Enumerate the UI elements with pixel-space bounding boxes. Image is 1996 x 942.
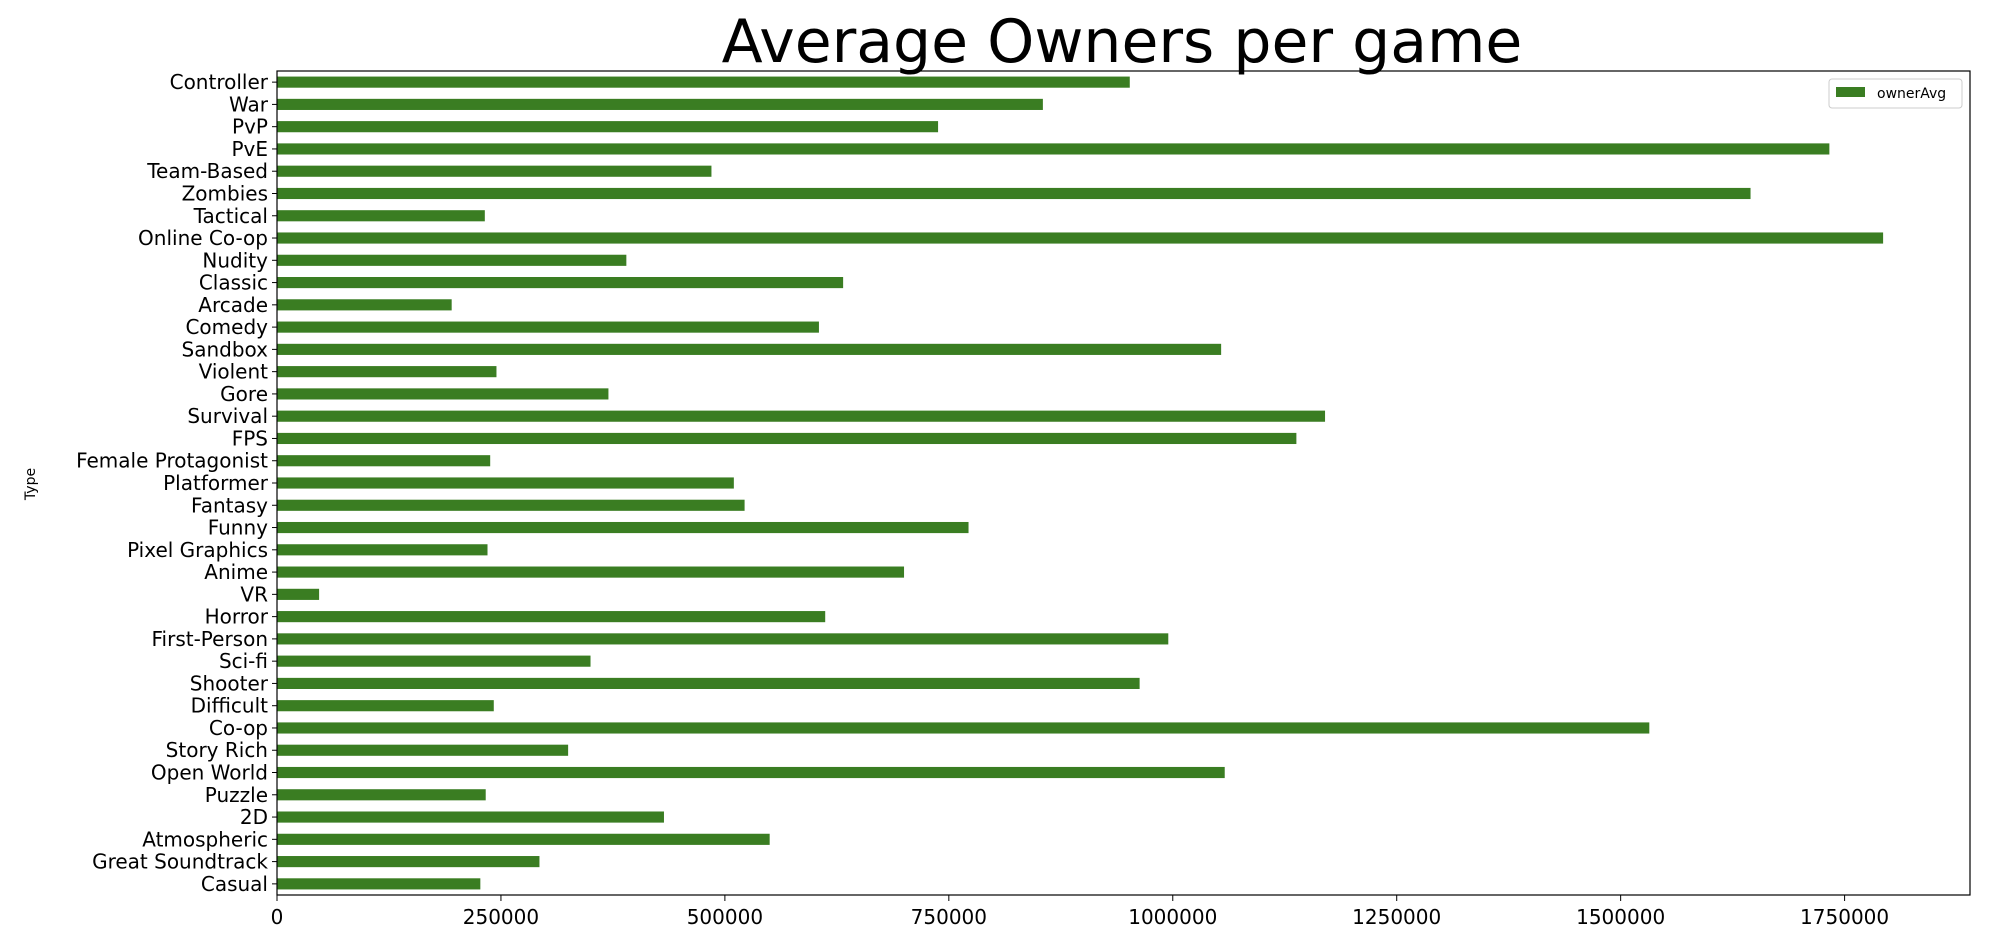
y-tick-label: Horror (205, 605, 269, 629)
y-tick-label: Female Protagonist (76, 449, 268, 473)
y-tick-label: Gore (220, 382, 268, 406)
y-tick-label: Violent (199, 360, 269, 384)
y-tick-label: Funny (208, 516, 268, 540)
y-tick-label: War (229, 92, 269, 116)
bar-story-rich (277, 744, 569, 756)
bar-anime (277, 566, 905, 578)
y-tick-label: Fantasy (191, 493, 268, 517)
y-tick-label: First-Person (151, 627, 268, 651)
y-tick-label: Tactical (193, 204, 268, 228)
x-tick-label: 0 (271, 905, 284, 929)
bar-shooter (277, 677, 1140, 689)
bar-platformer (277, 477, 734, 489)
y-tick-label: Co-op (209, 716, 268, 740)
chart-title: Average Owners per game (722, 7, 1523, 77)
bar-fantasy (277, 499, 745, 511)
bar-tactical (277, 210, 485, 222)
bar-violent (277, 366, 497, 378)
bar-controller (277, 76, 1130, 88)
bar-first-person (277, 633, 1169, 645)
bar-funny (277, 521, 969, 534)
y-tick-label: Online Co-op (138, 226, 268, 250)
y-tick-label: Arcade (198, 293, 268, 317)
bar-nudity (277, 254, 627, 266)
x-tick-label: 250000 (463, 905, 539, 929)
bar-gore (277, 388, 609, 400)
x-tick-label: 750000 (911, 905, 987, 929)
bar-puzzle (277, 789, 486, 801)
bar-vr (277, 588, 320, 600)
y-tick-label: Great Soundtrack (92, 850, 268, 874)
bar-comedy (277, 321, 819, 333)
bar-difficult (277, 700, 494, 712)
y-tick-label: Difficult (191, 694, 269, 718)
x-tick-label: 1250000 (1352, 905, 1441, 929)
bar-great-soundtrack (277, 856, 540, 868)
legend-label: ownerAvg (1877, 86, 1946, 102)
bars-group (277, 76, 1884, 890)
bar-online-co-op (277, 232, 1884, 244)
bar-survival (277, 410, 1326, 422)
y-tick-label: Atmospheric (142, 827, 268, 851)
plot-frame (276, 70, 1971, 896)
y-tick-label: Team-Based (146, 159, 268, 183)
y-tick-label: Anime (204, 560, 268, 584)
x-tick-label: 1500000 (1576, 905, 1665, 929)
bar-team-based (277, 165, 712, 177)
y-tick-label: Shooter (190, 671, 269, 695)
bar-sandbox (277, 343, 1222, 355)
bar-arcade (277, 299, 452, 311)
y-tick-label: Nudity (202, 248, 268, 272)
x-axis-ticks: 0 250000 500000 750000 1000000 1250000 1500000… (271, 895, 1889, 929)
y-tick-label: FPS (232, 426, 268, 450)
y-tick-label: Pixel Graphics (127, 538, 268, 562)
category-labels: ControllerWarPvPPvETeam-BasedZombiesTact… (76, 70, 277, 896)
y-tick-label: PvE (231, 137, 268, 161)
y-tick-label: Survival (187, 404, 268, 428)
y-tick-label: Puzzle (205, 783, 268, 807)
y-tick-label: Sci-fi (219, 649, 268, 673)
bar-pixel-graphics (277, 544, 488, 556)
y-tick-label: 2D (240, 805, 268, 829)
bar-classic (277, 277, 844, 289)
x-tick-label: 1750000 (1800, 905, 1889, 929)
x-tick-label: 500000 (687, 905, 763, 929)
bar-war (277, 98, 1043, 110)
bar-2d (277, 811, 664, 823)
bar-pve (277, 143, 1830, 155)
bar-pvp (277, 121, 939, 133)
bar-casual (277, 878, 481, 890)
y-tick-label: Zombies (182, 181, 268, 205)
y-tick-label: Classic (199, 271, 268, 295)
bar-co-op (277, 722, 1650, 734)
legend: ownerAvg (1828, 78, 1963, 109)
y-tick-label: Casual (201, 872, 268, 896)
y-tick-label: VR (240, 582, 268, 606)
bar-zombies (277, 187, 1751, 200)
bar-horror (277, 611, 826, 623)
bar-open-world (277, 766, 1225, 779)
y-tick-label: PvP (232, 115, 268, 139)
y-tick-label: Open World (151, 761, 268, 785)
y-tick-label: Controller (170, 70, 269, 94)
bar-female-protagonist (277, 455, 491, 467)
bar-fps (277, 432, 1297, 445)
bar-atmospheric (277, 833, 770, 845)
x-tick-label: 1000000 (1128, 905, 1217, 929)
bar-sci-fi (277, 655, 591, 667)
y-tick-label: Sandbox (182, 337, 269, 361)
y-tick-label: Comedy (185, 315, 268, 339)
legend-box (1828, 78, 1963, 109)
y-tick-label: Story Rich (166, 738, 268, 762)
y-axis-label: Type (23, 468, 39, 501)
y-tick-label: Platformer (163, 471, 269, 495)
legend-swatch (1836, 87, 1865, 97)
